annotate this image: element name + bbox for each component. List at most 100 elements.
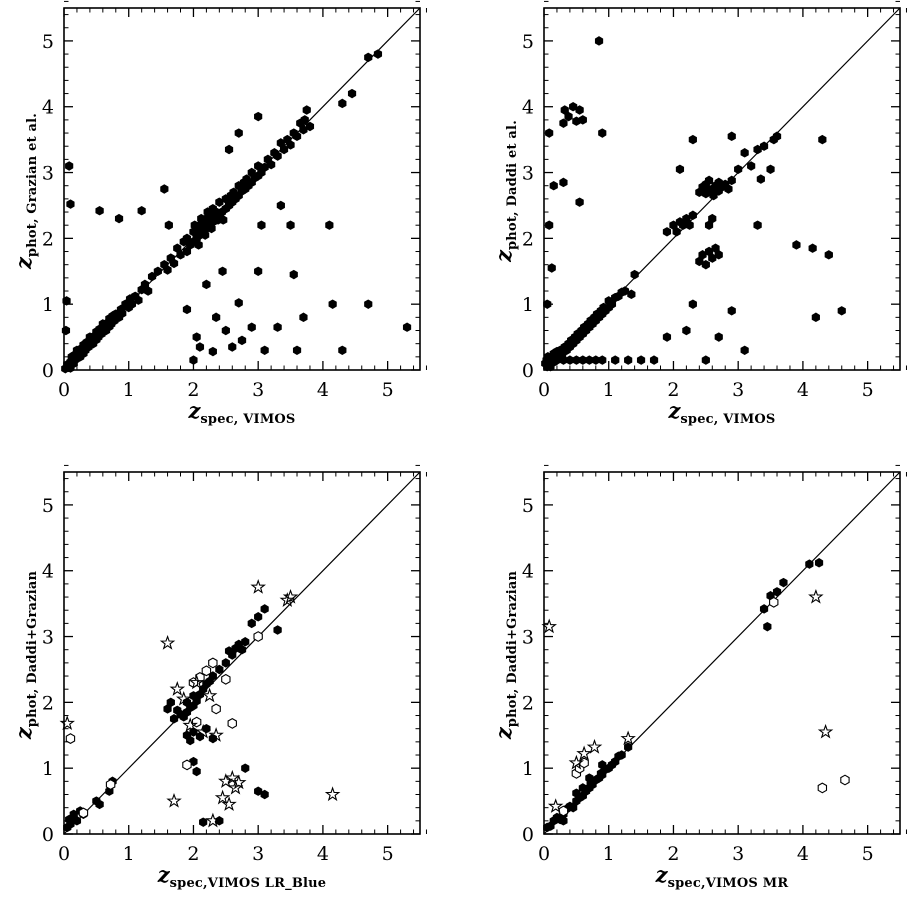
x-axis-label: zspec,VIMOS LR_Blue — [64, 862, 420, 891]
data-point-filled-hexagon — [260, 162, 269, 173]
x-tick-label: 0 — [58, 379, 70, 401]
data-point-star — [169, 681, 186, 696]
data-point-star — [324, 786, 341, 802]
y-tick-label: 5 — [42, 31, 54, 53]
data-point-filled-hexagon — [164, 220, 173, 230]
data-point-filled-hexagon — [254, 612, 263, 622]
data-point-filled-hexagon — [543, 299, 552, 309]
data-point-filled-hexagon — [192, 766, 201, 777]
data-point-star — [231, 774, 247, 790]
data-point-filled-hexagon — [545, 220, 554, 230]
data-point-filled-hexagon — [578, 115, 587, 125]
data-point-filled-hexagon — [598, 355, 607, 365]
y-tick-label: 3 — [42, 627, 54, 649]
x-tick-label: 3 — [732, 379, 744, 401]
data-point-filled-hexagon — [559, 177, 568, 188]
data-point-star — [166, 792, 182, 808]
data-point-star — [201, 687, 218, 703]
data-point-filled-hexagon — [617, 750, 626, 760]
data-point-star — [224, 769, 241, 785]
data-point-filled-hexagon — [237, 644, 247, 655]
data-point-filled-hexagon — [299, 125, 308, 135]
data-point-open-hexagon — [558, 805, 569, 817]
data-point-filled-hexagon — [241, 637, 250, 647]
data-point-filled-hexagon — [192, 332, 201, 342]
data-point-star — [541, 618, 557, 634]
data-point-filled-hexagon — [273, 625, 282, 635]
x-tick-label: 5 — [382, 843, 394, 865]
data-point-filled-hexagon — [65, 161, 74, 171]
data-point-filled-hexagon — [724, 184, 733, 194]
data-point-filled-hexagon — [144, 286, 153, 296]
data-point-star — [250, 578, 266, 594]
data-point-filled-hexagon — [824, 250, 833, 260]
data-point-filled-hexagon — [273, 322, 282, 332]
data-point-filled-hexagon — [267, 159, 276, 170]
data-point-filled-hexagon — [118, 308, 127, 319]
data-point-filled-hexagon — [701, 355, 710, 365]
data-point-filled-hexagon — [66, 819, 75, 829]
data-point-filled-hexagon — [688, 210, 697, 221]
data-point-filled-hexagon — [241, 763, 250, 773]
data-point-filled-hexagon — [286, 140, 295, 150]
x-tick-label: 1 — [123, 379, 135, 401]
data-point-filled-hexagon — [708, 213, 717, 224]
data-point-filled-hexagon — [299, 312, 308, 323]
data-point-filled-hexagon — [224, 144, 234, 155]
data-point-filled-hexagon — [194, 240, 203, 250]
data-point-filled-hexagon — [549, 180, 558, 191]
x-axis-label-sub: spec, VIMOS — [200, 412, 296, 427]
y-tick-label: 3 — [522, 627, 534, 649]
x-axis-label: zspec, VIMOS — [544, 398, 900, 427]
y-tick-label: 5 — [522, 495, 534, 517]
data-point-filled-hexagon — [575, 105, 584, 115]
data-point-open-hexagon — [65, 733, 76, 745]
data-point-star — [620, 730, 636, 746]
data-point-filled-hexagon — [759, 604, 769, 614]
data-point-filled-hexagon — [624, 742, 633, 752]
data-point-filled-hexagon — [66, 199, 75, 209]
data-point-star — [808, 588, 824, 604]
y-tick-label: 1 — [42, 758, 54, 780]
data-point-filled-hexagon — [805, 559, 814, 569]
x-tick-label: 5 — [382, 379, 394, 401]
plot-frame — [63, 7, 421, 371]
data-point-filled-hexagon — [215, 197, 224, 207]
data-point-filled-hexagon — [215, 664, 224, 675]
data-point-star — [159, 634, 176, 650]
data-point-open-hexagon — [227, 717, 237, 729]
data-point-filled-hexagon — [624, 355, 633, 365]
x-tick-label: 4 — [317, 843, 329, 865]
data-point-filled-hexagon — [300, 115, 309, 125]
y-tick-label: 1 — [522, 758, 534, 780]
data-point-filled-hexagon — [305, 121, 315, 132]
data-point-filled-hexagon — [95, 205, 104, 216]
data-point-filled-hexagon — [727, 306, 736, 316]
scatter-plot: 0 1 2 3 4 5 0 1 2 3 4 5 — [42, 0, 427, 401]
data-point-filled-hexagon — [247, 322, 256, 332]
x-axis-label-main: z — [188, 398, 201, 423]
data-point-filled-hexagon — [753, 220, 762, 230]
x-axis-label: zspec,VIMOS MR — [544, 862, 900, 891]
data-point-filled-hexagon — [325, 220, 334, 230]
data-point-filled-hexagon — [260, 604, 269, 614]
data-point-filled-hexagon — [95, 799, 104, 810]
data-point-star — [182, 717, 198, 733]
data-point-filled-hexagon — [598, 128, 607, 138]
data-point-star — [576, 745, 592, 761]
data-point-star — [279, 592, 296, 607]
data-point-filled-hexagon — [160, 184, 169, 194]
data-point-open-hexagon — [769, 596, 779, 608]
data-point-filled-hexagon — [714, 332, 723, 342]
data-point-filled-hexagon — [559, 816, 568, 826]
data-point-star — [208, 727, 224, 742]
data-point-filled-hexagon — [585, 773, 594, 783]
data-point-filled-hexagon — [189, 355, 198, 365]
data-point-filled-hexagon — [186, 735, 195, 746]
data-point-filled-hexagon — [364, 52, 373, 63]
data-point-star — [221, 796, 237, 811]
x-tick-label: 5 — [862, 379, 874, 401]
x-axis-label: zspec, VIMOS — [64, 398, 420, 427]
